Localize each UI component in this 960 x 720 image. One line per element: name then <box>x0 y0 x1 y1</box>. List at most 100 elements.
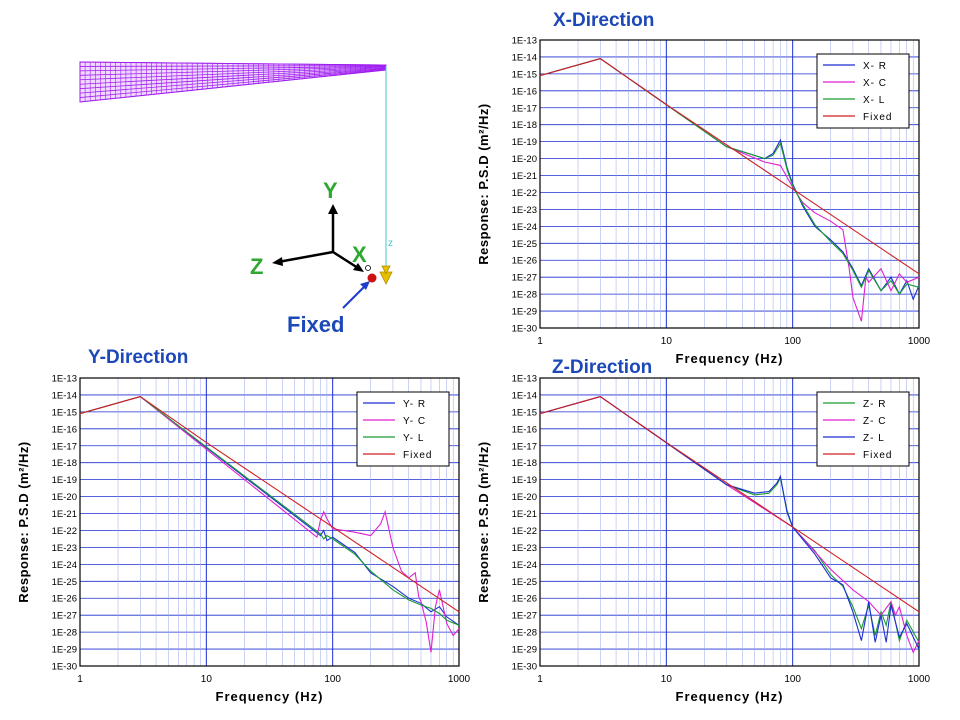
node-marker <box>365 265 371 271</box>
y-tick-label: 1E-19 <box>52 475 77 486</box>
y-tick-label: 1E-14 <box>512 52 537 63</box>
legend: Y- R Y- C Y- L Fixed <box>356 391 450 467</box>
y-tick-label: 1E-25 <box>52 577 77 588</box>
y-tick-label: 1E-27 <box>52 611 77 622</box>
y-tick-label: 1E-20 <box>512 492 537 503</box>
x-tick-label: 10 <box>201 674 213 685</box>
series-line-yl <box>79 395 460 626</box>
legend-entry: Fixed <box>403 450 432 461</box>
y-tick-label: 1E-26 <box>512 594 537 605</box>
y-tick-label: 1E-25 <box>512 239 537 250</box>
x-tick-label: 100 <box>324 674 341 685</box>
x-tick-label: 1 <box>537 336 543 347</box>
series-line-zr <box>539 396 920 643</box>
y-tick-label: 1E-14 <box>52 390 77 401</box>
x-axis-label: Frequency (Hz) <box>676 689 784 704</box>
plot-frame <box>539 39 920 329</box>
legend-entry: Y- L <box>403 433 424 444</box>
y-tick-label: 1E-21 <box>512 509 537 520</box>
legend: Z- R Z- C Z- L Fixed <box>816 391 910 467</box>
y-tick-label: 1E-21 <box>512 171 537 182</box>
y-tick-label: 1E-27 <box>512 273 537 284</box>
legend-entry: Z- L <box>863 433 885 444</box>
series-line-zc <box>539 396 920 654</box>
x-tick-label: 10 <box>661 674 673 685</box>
y-tick-label: 1E-30 <box>512 662 537 673</box>
chart-title-y: Y-Direction <box>88 347 189 368</box>
y-tick-label: 1E-15 <box>52 407 77 418</box>
legend-entry: X- C <box>863 78 887 89</box>
z-axis-label: Z <box>250 254 263 279</box>
y-axis-label: Response: P.S.D (m²/Hz) <box>16 441 31 603</box>
legend-entry: Z- R <box>863 399 886 410</box>
series-line-fixed <box>539 396 920 613</box>
y-tick-label: 1E-29 <box>52 645 77 656</box>
y-tick-label: 1E-23 <box>52 543 77 554</box>
x-tick-label: 1000 <box>908 674 931 685</box>
y-tick-label: 1E-20 <box>512 154 537 165</box>
series-line-xl <box>539 58 920 296</box>
y-tick-label: 1E-16 <box>512 86 537 97</box>
y-tick-label: 1E-18 <box>52 458 77 469</box>
y-tick-label: 1E-22 <box>512 526 537 537</box>
z-axis-arrow <box>277 250 334 264</box>
series-line-yr <box>79 395 460 626</box>
fem-model-illustration: z Y X Z Fixed <box>79 61 393 337</box>
y-tick-label: 1E-19 <box>512 137 537 148</box>
series-line-yc <box>79 395 460 653</box>
support-triangle <box>381 265 391 275</box>
y-tick-label: 1E-22 <box>512 188 537 199</box>
y-tick-label: 1E-24 <box>512 560 537 571</box>
series-line-fixed <box>79 396 460 613</box>
y-tick-label: 1E-18 <box>512 120 537 131</box>
y-tick-label: 1E-27 <box>512 611 537 622</box>
y-tick-label: 1E-28 <box>512 628 537 639</box>
x-axis-label: X <box>352 242 367 267</box>
x-tick-label: 1000 <box>908 336 931 347</box>
y-axis-label: Response: P.S.D (m²/Hz) <box>476 441 491 603</box>
y-axis-label: Response: P.S.D (m²/Hz) <box>476 103 491 265</box>
y-tick-label: 1E-30 <box>512 324 537 335</box>
y-tick-label: 1E-28 <box>52 628 77 639</box>
legend-entry: X- L <box>863 95 885 106</box>
legend-entry: Z- C <box>863 416 886 427</box>
x-tick-label: 1 <box>537 674 543 685</box>
y-tick-label: 1E-29 <box>512 645 537 656</box>
x-tick-label: 10 <box>661 336 673 347</box>
x-tick-label: 1 <box>77 674 83 685</box>
fixed-label: Fixed <box>287 312 344 337</box>
y-tick-label: 1E-14 <box>512 390 537 401</box>
y-tick-label: 1E-17 <box>512 103 537 114</box>
x-axis-arrowhead <box>353 263 364 272</box>
x-axis-label: Frequency (Hz) <box>216 689 324 704</box>
y-tick-label: 1E-28 <box>512 290 537 301</box>
psd-chart-y-direction: 1E-13 1E-14 1E-15 1E-16 1E-17 1E-18 1E-19 1E-20… <box>16 374 471 705</box>
y-tick-label: 1E-18 <box>512 458 537 469</box>
y-tick-label: 1E-26 <box>52 594 77 605</box>
series-group <box>79 395 460 653</box>
series-line-xc <box>539 58 920 322</box>
x-tick-label: 1000 <box>448 674 471 685</box>
y-axis-label: Y <box>323 178 338 203</box>
y-tick-label: 1E-29 <box>512 307 537 318</box>
y-tick-label: 1E-23 <box>512 543 537 554</box>
y-tick-label: 1E-13 <box>512 374 537 385</box>
fixed-pointer-arrowhead <box>360 281 370 290</box>
series-group <box>539 58 920 322</box>
series-group <box>539 396 920 654</box>
y-tick-label: 1E-24 <box>512 222 537 233</box>
fixed-point-dot <box>367 273 377 283</box>
coordinate-axes <box>272 204 364 272</box>
z-axis-arrowhead <box>272 257 283 266</box>
y-tick-label: 1E-30 <box>52 662 77 673</box>
y-tick-label: 1E-22 <box>52 526 77 537</box>
chart-title-x: X-Direction <box>553 10 655 31</box>
legend-entry: Fixed <box>863 450 892 461</box>
y-tick-label: 1E-24 <box>52 560 77 571</box>
y-tick-label: 1E-19 <box>512 475 537 486</box>
y-tick-label: 1E-17 <box>512 441 537 452</box>
psd-chart-z-direction: 1E-13 1E-14 1E-15 1E-16 1E-17 1E-18 1E-19 1E-20… <box>476 374 931 705</box>
x-tick-label: 100 <box>784 336 801 347</box>
y-tick-label: 1E-25 <box>512 577 537 588</box>
y-tick-label: 1E-21 <box>52 509 77 520</box>
